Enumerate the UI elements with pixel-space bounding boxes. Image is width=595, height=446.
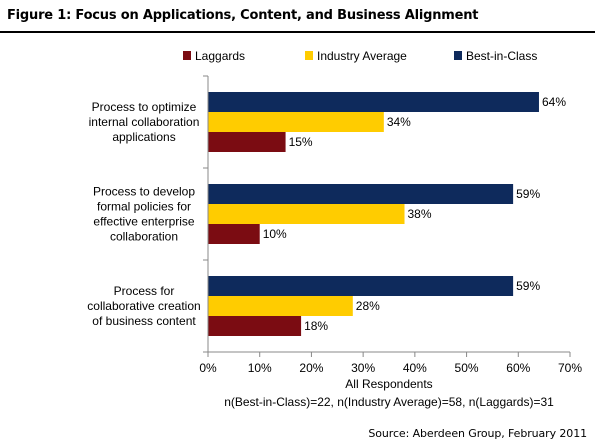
data-label: 28% [356,299,380,313]
x-axis-title: All Respondents [345,377,432,391]
category-label: applications [112,130,175,144]
x-tick-label: 20% [299,361,323,375]
x-tick-label: 30% [351,361,375,375]
legend: Laggards Industry Average Best-in-Class [183,49,537,63]
data-label: 38% [408,207,432,221]
bar-laggards-0 [208,132,286,152]
bar-best-in-class-1 [208,184,514,204]
bar-best-in-class-2 [208,276,514,296]
x-tick-label: 50% [455,361,479,375]
data-label: 59% [516,279,540,293]
category-label: of business content [92,314,196,328]
legend-swatch-best-in-class [454,51,462,60]
axes: 0% 10% 20% 30% 40% 50% 60% 70% [199,75,582,375]
x-tick-label: 0% [199,361,217,375]
bar-industry-average-1 [208,204,405,224]
category-label: Process to develop [93,185,195,199]
bar-industry-average-2 [208,296,353,316]
bar-laggards-2 [208,316,302,336]
legend-swatch-laggards [183,51,191,60]
bar-industry-average-0 [208,112,384,132]
data-label: 59% [516,187,540,201]
category-label: collaboration [110,230,178,244]
bar-best-in-class-0 [208,92,539,112]
title-rule [0,31,595,33]
category-label: collaborative creation [87,299,200,313]
legend-swatch-industry-average [305,51,313,60]
data-label: 18% [304,319,328,333]
x-tick-label: 10% [248,361,272,375]
x-tick-label: 60% [506,361,530,375]
legend-label-industry-average: Industry Average [317,49,407,63]
legend-label-laggards: Laggards [195,49,245,63]
data-label: 10% [263,227,287,241]
data-label: 64% [542,95,566,109]
x-tick-label: 70% [558,361,582,375]
category-label: formal policies for [97,200,191,214]
data-label: 15% [289,135,313,149]
category-label: internal collaboration [89,115,200,129]
category-label: effective enterprise [93,215,194,229]
figure-title: Figure 1: Focus on Applications, Content… [7,8,479,23]
category-label: Process to optimize [92,100,197,114]
category-label: Process for [114,284,175,298]
bars-group: 64% 34% 15% 59% 38% 10% 59% 28% 18% [208,92,566,336]
x-tick-label: 40% [403,361,427,375]
sample-size-note: n(Best-in-Class)=22, n(Industry Average)… [224,395,554,409]
legend-label-best-in-class: Best-in-Class [466,49,537,63]
source-note: Source: Aberdeen Group, February 2011 [368,427,587,440]
data-label: 34% [387,115,411,129]
bar-laggards-1 [208,224,260,244]
